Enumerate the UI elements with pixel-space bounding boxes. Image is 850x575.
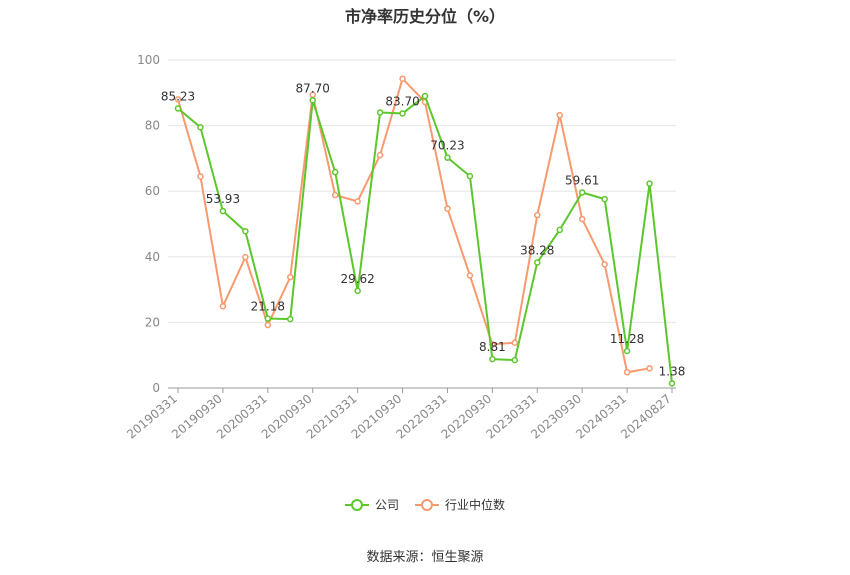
data-label: 1.38 [659,364,686,378]
data-point [466,172,474,180]
data-point [287,315,294,323]
x-tick-label: 20240827 [618,392,674,442]
y-tick-label: 100 [137,53,160,67]
legend-item-industry-median[interactable]: 行业中位数 [415,496,505,513]
data-point [242,227,249,235]
legend: 公司 行业中位数 [0,496,850,513]
legend-label-industry-median: 行业中位数 [445,498,506,512]
data-point [376,151,384,159]
data-point [197,123,204,131]
data-label: 83.70 [385,94,419,108]
data-labels: 85.23 53.93 21.18 87.70 29.62 83.70 70.23 8.81 3… [161,81,686,378]
data-point [354,287,361,295]
data-point [219,207,227,215]
data-point [219,303,227,310]
data-label: 29.62 [340,272,374,286]
series-lines [174,75,676,387]
data-label: 53.93 [206,192,240,206]
data-point [646,365,653,372]
data-label: 85.23 [161,89,195,103]
y-tick-label: 0 [152,381,160,395]
data-point [578,215,586,223]
data-point [264,321,272,329]
data-point [578,189,586,196]
y-tick-label: 60 [145,184,160,198]
data-point [444,154,451,161]
data-point [399,75,406,82]
data-point [287,273,294,281]
data-label: 70.23 [430,139,464,153]
data-label: 38.28 [520,243,554,257]
chart-title: 市净率历史分位（%） [344,7,506,26]
data-label: 11.28 [610,332,644,346]
data-point [174,105,182,112]
data-point [376,109,384,116]
data-source: 数据来源：恒生聚源 [366,550,484,565]
y-tick-label: 80 [145,119,160,133]
data-point [646,180,653,187]
data-point [489,355,496,363]
series-line-1 [177,77,650,374]
data-point [601,195,608,203]
axes: 0204060801002019033120190930202003312020… [124,53,676,442]
data-point [197,173,204,180]
line-chart: 0204060801002019033120190930202003312020… [124,53,686,442]
data-point [444,205,451,212]
legend-swatch-industry-icon [415,498,439,511]
y-tick-label: 20 [145,315,160,329]
data-point [534,259,541,266]
data-point [242,253,249,261]
data-point [354,198,361,205]
gridlines [168,59,676,323]
data-label: 87.70 [296,81,330,95]
data-point [264,315,272,322]
data-point [174,96,182,103]
data-point [511,356,519,364]
data-point [534,211,541,219]
data-point [556,111,563,119]
data-point [556,226,563,234]
legend-swatch-company-icon [344,498,369,511]
data-point [511,339,519,346]
data-label: 21.18 [251,300,285,314]
data-point [466,272,474,279]
data-point [309,97,316,104]
data-point [399,110,406,117]
y-tick-label: 40 [145,250,160,264]
legend-item-company[interactable]: 公司 [344,496,399,513]
data-point [601,261,608,268]
series-line-0 [177,95,673,384]
data-point [668,380,676,387]
data-point [623,347,631,355]
data-point [421,92,429,100]
data-label: 59.61 [565,173,599,187]
data-label: 8.81 [479,340,506,354]
data-point [623,369,631,376]
legend-label-company: 公司 [374,498,399,512]
data-point [331,191,339,199]
data-point [331,168,339,176]
